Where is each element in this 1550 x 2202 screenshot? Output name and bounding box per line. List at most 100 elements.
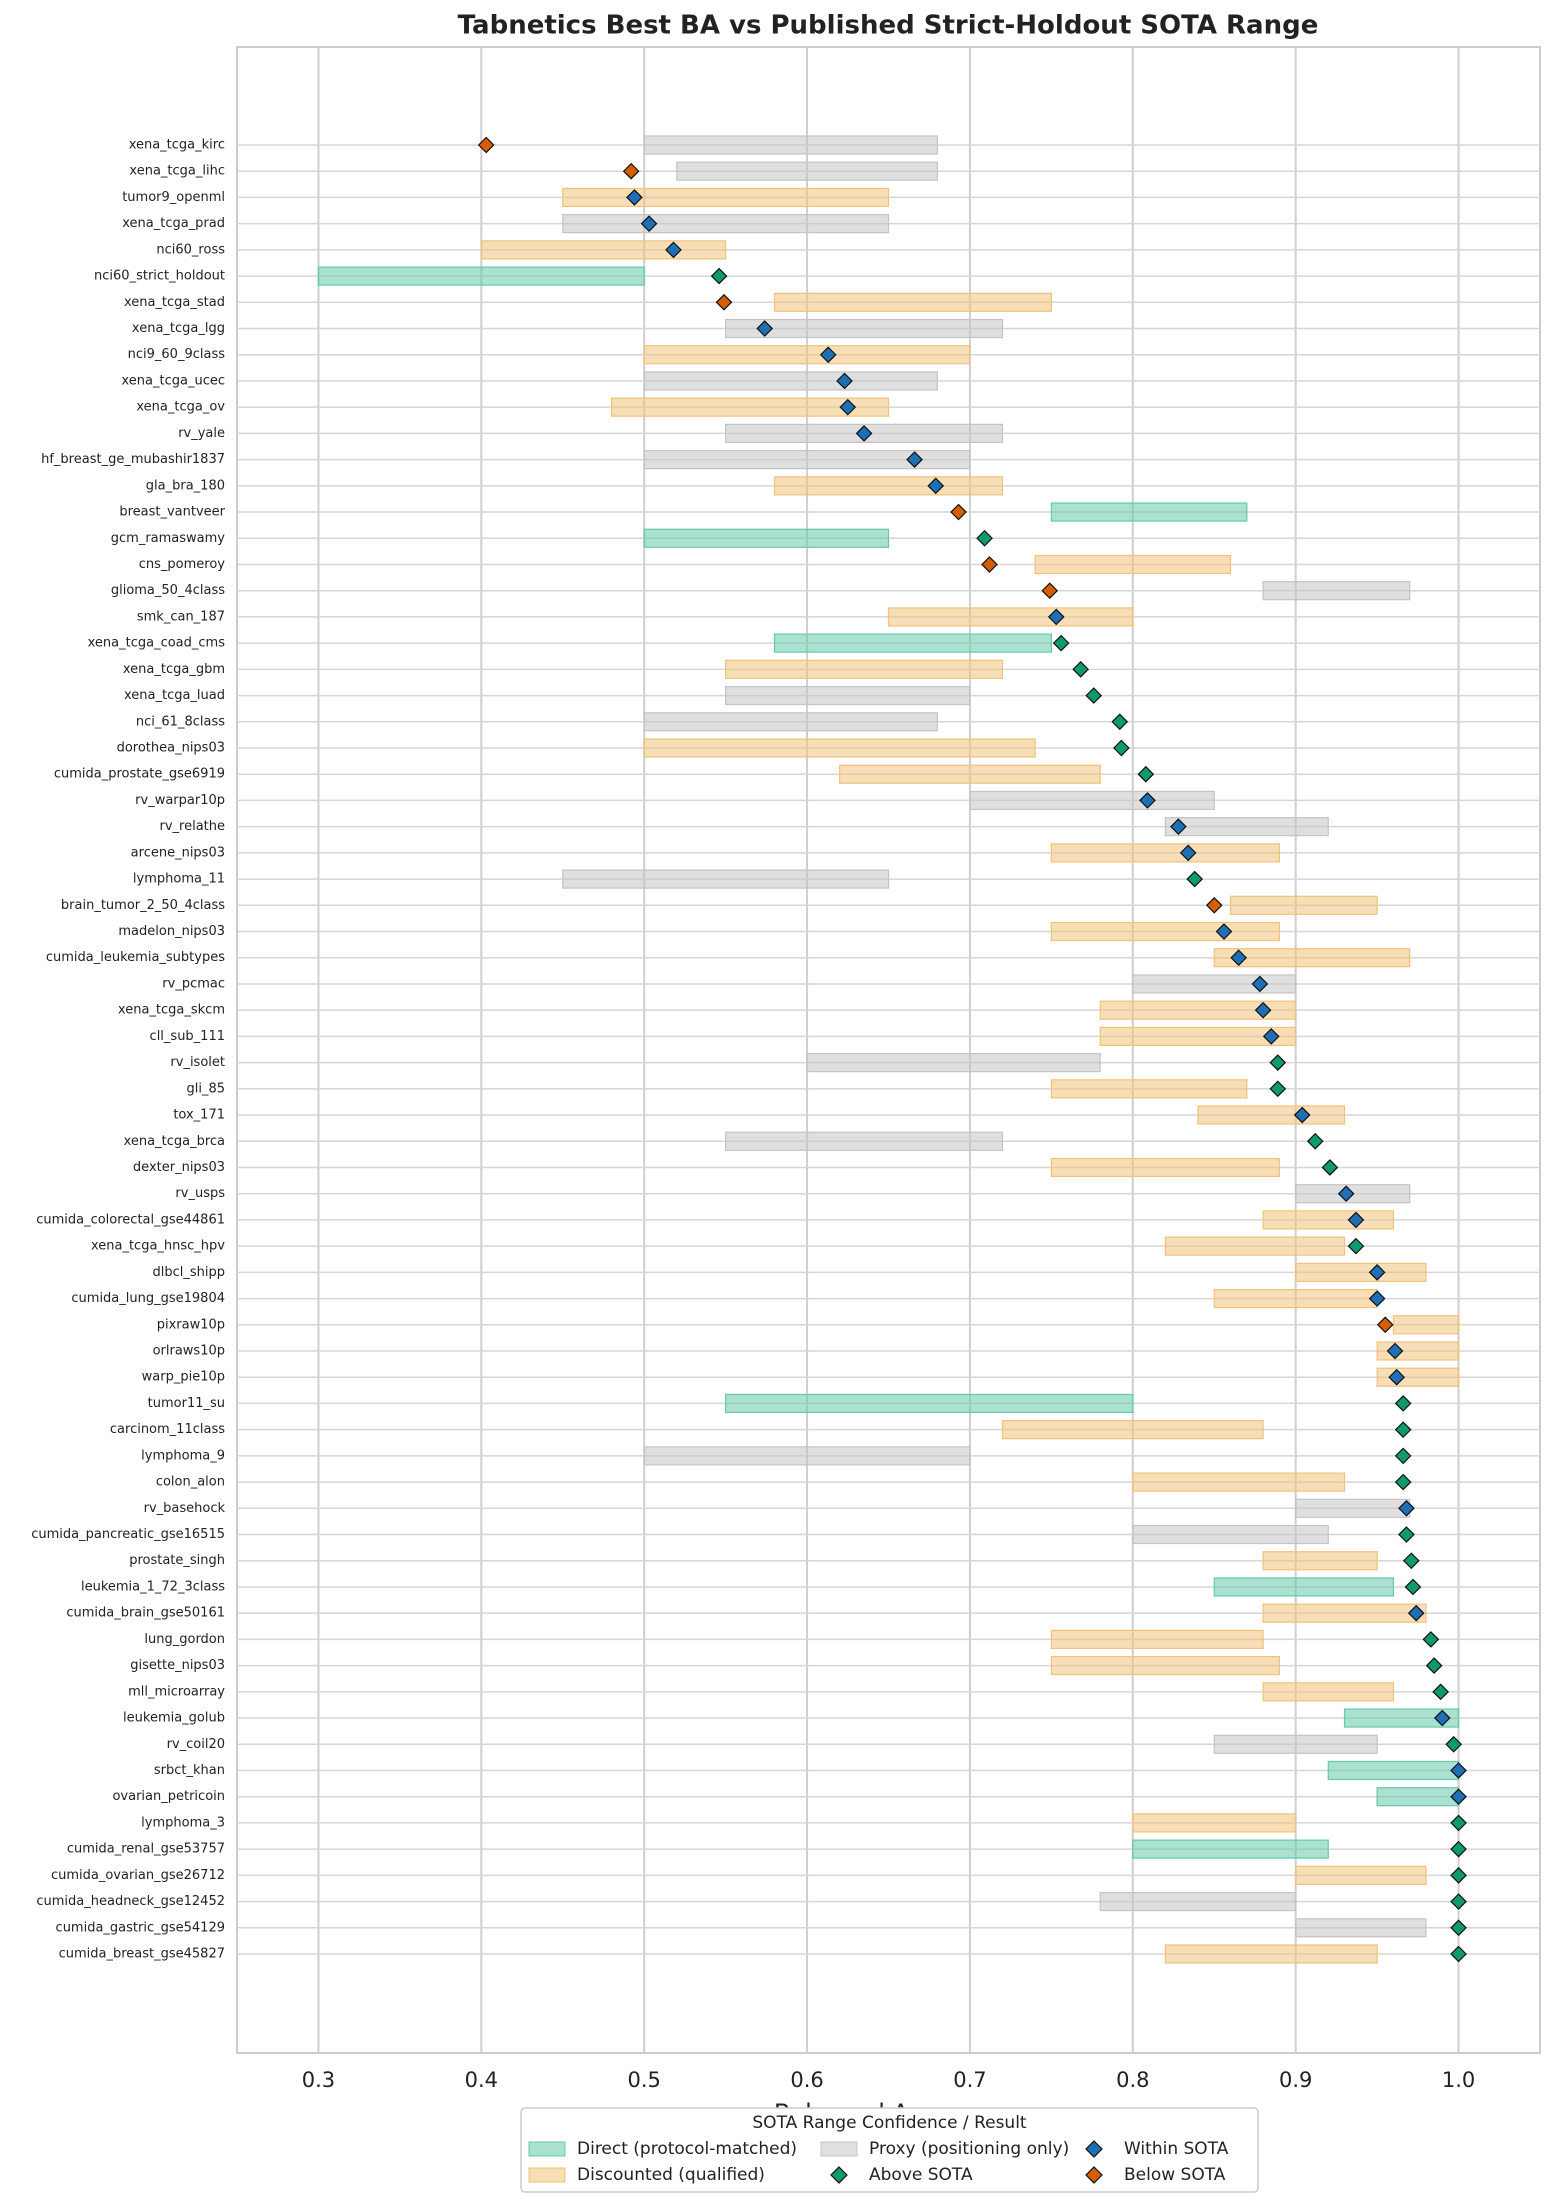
y-tick-label: madelon_nips03 [118,924,225,939]
legend-marker [1085,2140,1103,2158]
x-tick-label: 0.4 [465,2068,498,2092]
sota-range-bar [1050,1629,1264,1649]
legend-box [520,2107,1259,2193]
best-ba-marker [1386,1342,1404,1360]
best-ba-marker [1170,818,1187,836]
y-tick-label: xena_tcga_stad [124,295,225,310]
sota-range-bar [562,869,890,889]
y-tick-label: lymphoma_3 [141,1815,225,1830]
best-ba-marker [1205,896,1223,914]
sota-range-bar [1392,1315,1460,1335]
sota-range-bar [1050,502,1248,522]
y-tick-label: cumida_leukemia_subtypes [46,950,225,965]
y-tick-label: hf_breast_ge_mubashir1837 [41,452,225,467]
y-tick-label: cumida_pancreatic_gse16515 [31,1527,225,1542]
best-ba-marker [1404,1578,1422,1596]
y-tick-label: rv_warpar10p [135,793,225,808]
y-tick-label: xena_tcga_hnsc_hpv [91,1239,225,1254]
best-ba-marker [1422,1631,1440,1648]
best-ba-marker [1139,792,1156,809]
sota-range-bar [725,1393,1134,1414]
best-ba-marker [1041,582,1059,600]
sota-range-bar [1213,1577,1395,1597]
best-ba-marker [1186,870,1204,888]
y-tick-label: tumor9_openml [122,190,225,205]
y-tick-label: nci9_60_9class [128,347,226,362]
sota-range-bar [1034,554,1232,575]
y-tick-label: rv_yale [178,426,225,441]
sota-range-bar [969,790,1215,811]
y-tick-label: xena_tcga_ov [136,400,225,415]
y-tick-label: tox_171 [173,1108,225,1123]
y-tick-label: tumor11_su [148,1396,225,1411]
best-ba-marker [1450,1867,1467,1884]
chart-title: Tabnetics Best BA vs Published Strict-Ho… [458,11,1319,41]
best-ba-marker [839,398,857,416]
best-ba-marker [819,346,837,364]
sota-range-bar [1050,1656,1280,1676]
best-ba-marker [1306,1132,1324,1150]
sota-range-bar [1001,1420,1264,1440]
y-tick-label: xena_tcga_ucec [122,373,226,388]
sota-range-bar [1295,1918,1427,1938]
best-ba-marker [1113,739,1130,757]
y-tick-label: cumida_breast_gse45827 [59,1947,225,1962]
y-tick-label: xena_tcga_lgg [132,321,225,336]
y-tick-label: leukemia_golub [123,1711,225,1726]
best-ba-marker [1085,687,1103,704]
x-tick-label: 0.3 [302,2068,335,2092]
sota-range-bar [643,450,971,470]
x-tick-label: 0.8 [1116,2068,1149,2092]
sota-range-bar [1262,1210,1395,1230]
best-ba-marker [1052,634,1070,652]
best-ba-marker [927,477,945,495]
sota-range-bar [562,214,890,234]
y-tick-label: cumida_ovarian_gse26712 [51,1868,225,1883]
y-tick-label: mll_microarray [128,1684,225,1699]
sota-range-bar [676,161,938,181]
y-tick-label: nci_61_8class [136,714,225,729]
y-tick-label: rv_relathe [159,819,225,834]
x-tick-label: 0.7 [953,2068,986,2092]
y-tick-label: cumida_colorectal_gse44861 [36,1212,225,1227]
legend-label: Within SOTA [1124,2139,1229,2159]
y-tick-label: carcinom_11class [110,1422,225,1437]
sota-range-bar [643,712,938,732]
y-tick-label: cumida_headneck_gse12452 [36,1894,225,1909]
y-tick-label: dexter_nips03 [133,1160,225,1175]
best-ba-marker [1047,608,1065,626]
legend-title: SOTA Range Confidence / Result [752,2113,1027,2133]
best-ba-marker [1445,1735,1463,1753]
best-ba-marker [640,215,658,233]
best-ba-marker [1432,1683,1449,1701]
y-tick-label: cumida_renal_gse53757 [67,1842,225,1857]
y-tick-label: rv_coil20 [167,1737,225,1752]
best-ba-marker [906,451,923,468]
legend-marker [1085,2166,1103,2184]
sota-range-bar [1164,1236,1346,1256]
sota-range-bar [1132,974,1297,994]
y-tick-label: dorothea_nips03 [117,741,225,756]
best-ba-marker [626,189,643,206]
legend-swatch [528,2141,566,2157]
best-ba-marker [1293,1106,1311,1124]
best-ba-marker [1450,1893,1467,1910]
y-tick-label: nci60_strict_holdout [94,269,225,284]
sota-range-bar [1050,1079,1248,1099]
y-tick-label: orlraws10p [153,1344,225,1359]
y-tick-label: gisette_nips03 [130,1658,225,1673]
sota-range-bar [1343,1708,1460,1728]
sota-range-bar [725,318,1004,339]
y-tick-label: brain_tumor_2_50_4class [61,898,225,913]
y-tick-label: cumida_gastric_gse54129 [56,1920,225,1935]
sota-range-bar [1050,843,1280,863]
y-tick-label: xena_tcga_prad [122,216,225,231]
sota-range-bar [887,607,1134,627]
best-ba-marker [1215,923,1233,940]
sota-range-bar [643,738,1036,758]
best-ba-marker [1394,1473,1412,1491]
x-tick-label: 0.6 [790,2068,823,2092]
legend-marker [830,2166,848,2184]
best-ba-marker [756,320,774,337]
